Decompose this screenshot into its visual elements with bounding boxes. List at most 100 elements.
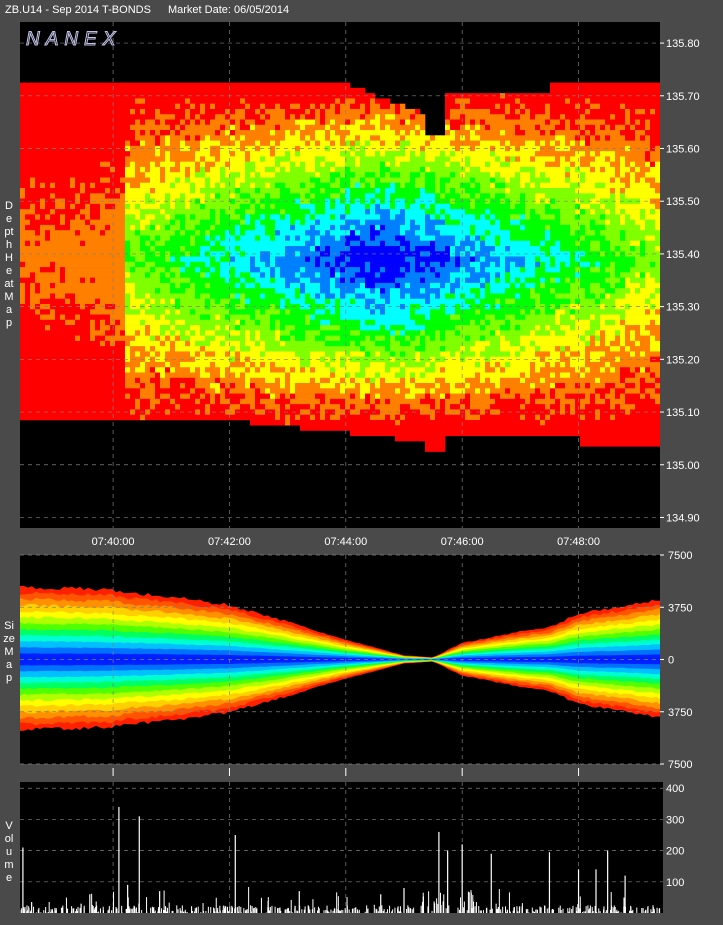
heat-cell — [400, 166, 406, 173]
heat-cell — [65, 335, 71, 342]
heat-cell — [145, 309, 151, 315]
heat-cell — [225, 298, 231, 305]
heat-cell — [305, 119, 311, 126]
heat-cell — [305, 267, 311, 273]
heat-cell — [320, 293, 326, 300]
heat-cell — [230, 87, 236, 94]
heat-cell — [380, 404, 386, 410]
heat-cell — [135, 367, 141, 373]
heat-cell — [45, 335, 51, 342]
heat-cell — [290, 393, 296, 400]
heat-cell — [130, 246, 136, 252]
heat-cell — [340, 214, 346, 220]
heat-cell — [280, 135, 286, 141]
heat-cell — [250, 346, 256, 352]
heat-cell — [65, 98, 71, 104]
heat-cell — [210, 272, 216, 278]
heat-cell — [345, 209, 351, 215]
heat-cell — [365, 361, 371, 368]
heat-cell — [45, 404, 51, 410]
heat-cell — [150, 330, 156, 336]
heat-cell — [60, 172, 66, 178]
heat-cell — [105, 319, 111, 326]
heat-cell — [230, 130, 236, 136]
heat-cell — [45, 156, 51, 162]
heat-cell — [295, 251, 301, 257]
heat-cell — [165, 103, 171, 110]
heat-cell — [85, 367, 91, 373]
heat-cell — [35, 203, 41, 210]
heat-cell — [235, 87, 241, 94]
heat-cell — [75, 325, 81, 331]
heat-cell — [185, 356, 191, 363]
heat-cell — [355, 114, 361, 120]
heat-cell — [120, 325, 126, 331]
heat-cell — [30, 267, 36, 273]
heat-cell — [325, 419, 331, 426]
heat-cell — [240, 82, 246, 89]
heat-cell — [250, 246, 256, 252]
heat-cell — [330, 156, 336, 162]
heat-cell — [115, 235, 121, 242]
heat-cell — [45, 182, 51, 189]
heat-cell — [335, 261, 341, 268]
heat-cell — [65, 330, 71, 336]
heat-cell — [305, 230, 311, 236]
heat-cell — [125, 314, 131, 321]
heat-cell — [100, 319, 106, 326]
heat-cell — [365, 330, 371, 336]
heat-cell — [260, 330, 266, 336]
heat-cell — [165, 261, 171, 268]
heat-cell — [135, 261, 141, 268]
heat-cell — [305, 219, 311, 226]
heat-cell — [200, 319, 206, 326]
heat-cell — [250, 393, 256, 400]
heat-cell — [400, 319, 406, 326]
heat-cell — [360, 303, 366, 310]
heat-cell — [320, 140, 326, 147]
heat-cell — [285, 267, 291, 273]
heat-cell — [355, 161, 361, 168]
heat-cell — [75, 277, 81, 284]
heat-cell — [55, 156, 61, 162]
heat-cell — [70, 140, 76, 147]
heat-cell — [395, 314, 401, 321]
heat-cell — [175, 145, 181, 152]
heat-cell — [250, 419, 256, 426]
heat-cell — [305, 393, 311, 400]
heat-cell — [130, 172, 136, 178]
heat-cell — [320, 309, 326, 315]
heat-cell — [360, 135, 366, 141]
heat-cell — [310, 425, 316, 431]
heat-cell — [370, 430, 376, 437]
heat-cell — [170, 151, 176, 157]
heat-cell — [330, 335, 336, 342]
heat-cell — [235, 172, 241, 178]
heat-cell — [75, 151, 81, 157]
heat-cell — [180, 108, 186, 115]
heat-cell — [375, 256, 381, 263]
heat-cell — [40, 145, 46, 152]
heat-cell — [270, 103, 276, 110]
heat-cell — [70, 172, 76, 178]
heat-cell — [55, 272, 61, 278]
heat-cell — [165, 335, 171, 342]
heat-cell — [55, 330, 61, 336]
heat-cell — [330, 398, 336, 405]
heat-cell — [290, 330, 296, 336]
heat-cell — [270, 356, 276, 363]
heat-cell — [230, 82, 236, 89]
heat-cell — [75, 156, 81, 162]
heat-cell — [340, 383, 346, 389]
heat-cell — [75, 388, 81, 394]
heat-cell — [350, 240, 356, 247]
heat-cell — [225, 108, 231, 115]
heat-cell — [225, 272, 231, 278]
heat-cell — [120, 203, 126, 210]
heat-cell — [170, 87, 176, 94]
heat-cell — [110, 256, 116, 263]
heat-cell — [320, 145, 326, 152]
heat-cell — [155, 240, 161, 247]
heat-cell — [90, 335, 96, 342]
heat-cell — [25, 251, 31, 257]
